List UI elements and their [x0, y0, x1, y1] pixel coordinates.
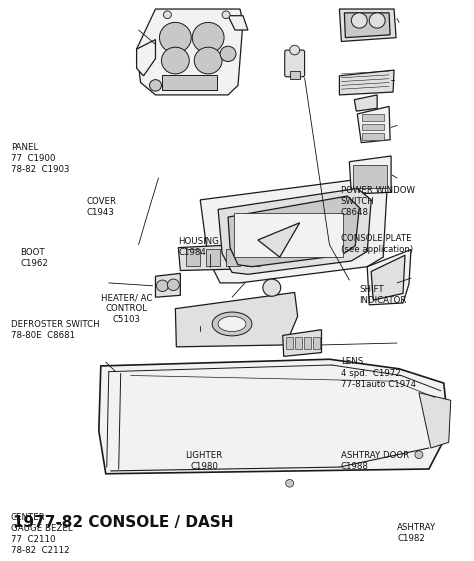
- Bar: [206, 249, 220, 266]
- Polygon shape: [99, 359, 449, 474]
- Text: POWER WINDOW
SWITCH
C8648: POWER WINDOW SWITCH C8648: [341, 186, 415, 217]
- Polygon shape: [178, 244, 256, 270]
- Polygon shape: [339, 70, 394, 95]
- Text: SHIFT
INDICATOR: SHIFT INDICATOR: [359, 285, 407, 305]
- Polygon shape: [258, 223, 300, 257]
- Polygon shape: [200, 178, 387, 283]
- Polygon shape: [349, 156, 391, 194]
- Circle shape: [149, 80, 162, 91]
- Polygon shape: [345, 13, 390, 38]
- Polygon shape: [354, 95, 377, 111]
- Bar: [246, 249, 260, 266]
- Text: DEFROSTER SWITCH
78-80E  C8681: DEFROSTER SWITCH 78-80E C8681: [11, 320, 100, 340]
- Circle shape: [162, 47, 189, 74]
- Polygon shape: [175, 292, 298, 347]
- Polygon shape: [228, 196, 359, 266]
- Text: HEATER/ AC
CONTROL
C5103: HEATER/ AC CONTROL C5103: [100, 293, 152, 324]
- Circle shape: [415, 451, 423, 458]
- Circle shape: [286, 480, 294, 487]
- Bar: [362, 133, 384, 140]
- Polygon shape: [137, 9, 243, 95]
- Text: BOOT
C1962: BOOT C1962: [20, 247, 48, 268]
- Bar: [304, 337, 310, 349]
- Polygon shape: [371, 255, 405, 300]
- Text: COVER
C1943: COVER C1943: [86, 197, 116, 217]
- Circle shape: [220, 46, 236, 62]
- Text: ASHTRAY DOOR
C1988: ASHTRAY DOOR C1988: [341, 451, 409, 471]
- Circle shape: [167, 279, 179, 291]
- Polygon shape: [155, 273, 180, 297]
- Circle shape: [192, 22, 224, 53]
- Polygon shape: [339, 9, 396, 42]
- Polygon shape: [367, 250, 411, 305]
- Text: HOUSING
C1984: HOUSING C1984: [178, 237, 219, 257]
- Polygon shape: [218, 188, 371, 274]
- Circle shape: [263, 279, 281, 296]
- Ellipse shape: [218, 316, 246, 332]
- Circle shape: [351, 13, 367, 28]
- Bar: [353, 164, 387, 188]
- Bar: [234, 213, 343, 257]
- Text: 1977-82 CONSOLE / DASH: 1977-82 CONSOLE / DASH: [13, 515, 234, 530]
- Text: LENS
4 spd.  C1972
77-81auto C1974: LENS 4 spd. C1972 77-81auto C1974: [341, 357, 416, 389]
- Circle shape: [159, 22, 191, 53]
- FancyBboxPatch shape: [285, 50, 305, 77]
- Circle shape: [194, 47, 222, 74]
- Bar: [362, 123, 384, 130]
- Circle shape: [222, 11, 230, 19]
- Circle shape: [369, 13, 385, 28]
- Text: ASHTRAY
C1982: ASHTRAY C1982: [397, 523, 437, 544]
- Bar: [286, 337, 292, 349]
- Polygon shape: [419, 393, 451, 448]
- Bar: [186, 249, 200, 266]
- Polygon shape: [283, 330, 321, 356]
- Ellipse shape: [212, 312, 252, 336]
- Polygon shape: [137, 40, 155, 76]
- Bar: [362, 114, 384, 121]
- Polygon shape: [357, 107, 390, 142]
- Bar: [163, 75, 217, 90]
- Circle shape: [156, 280, 168, 292]
- Circle shape: [290, 45, 300, 55]
- Text: PANEL
77  C1900
78-82  C1903: PANEL 77 C1900 78-82 C1903: [11, 143, 69, 174]
- Bar: [226, 249, 240, 266]
- Circle shape: [164, 11, 172, 19]
- Bar: [312, 337, 319, 349]
- Bar: [295, 337, 301, 349]
- Text: CENTER
GAUGE BEZEL
77  C2110
78-82  C2112: CENTER GAUGE BEZEL 77 C2110 78-82 C2112: [11, 513, 73, 555]
- Polygon shape: [228, 16, 248, 30]
- Text: LIGHTER
C1980: LIGHTER C1980: [185, 451, 223, 471]
- Bar: [290, 71, 300, 79]
- Text: CONSOLE PLATE
(see application): CONSOLE PLATE (see application): [341, 234, 413, 254]
